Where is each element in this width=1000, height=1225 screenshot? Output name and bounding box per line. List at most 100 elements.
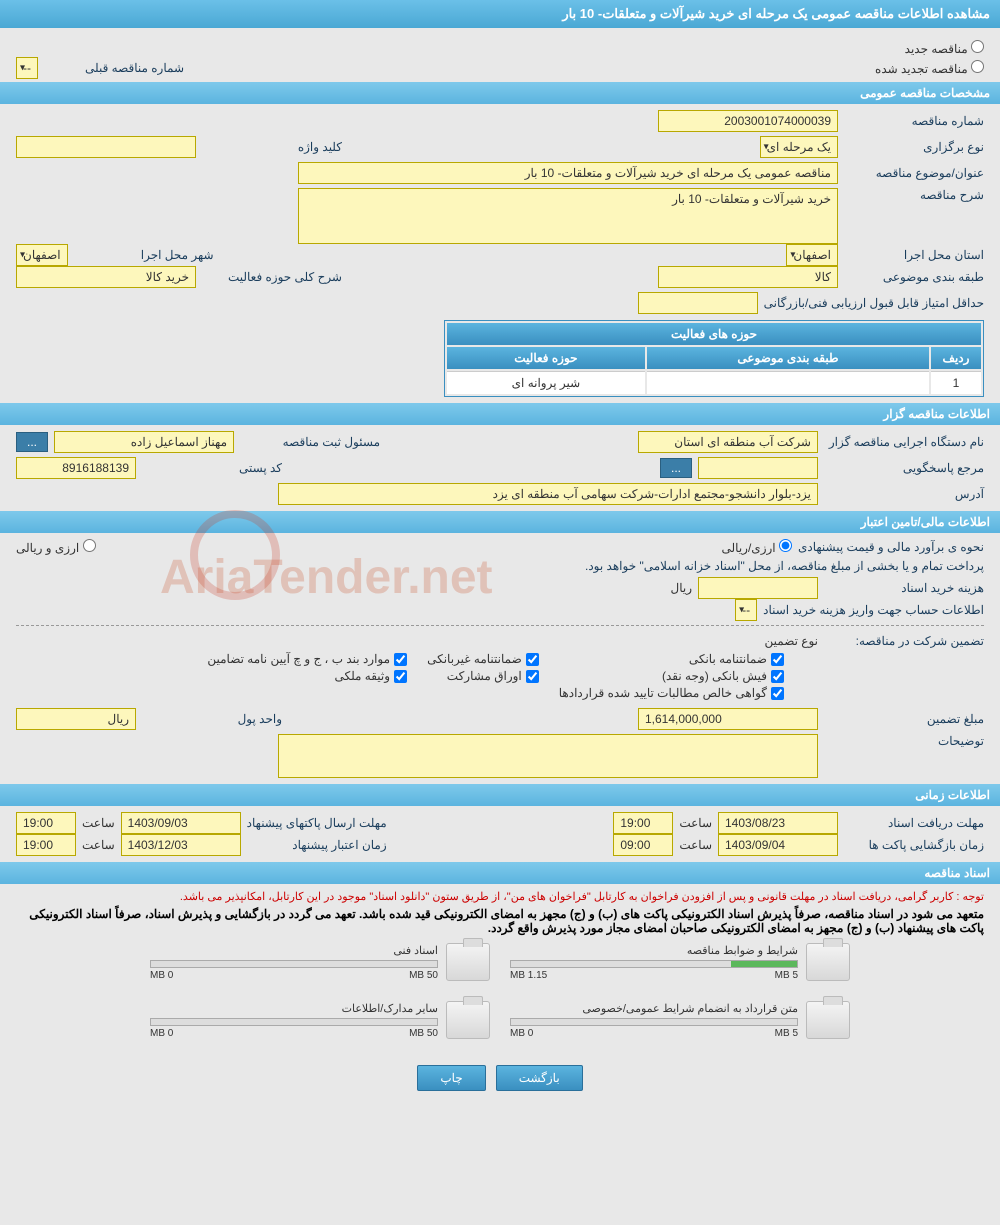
holding-type-label: نوع برگزاری (844, 140, 984, 154)
tender-number-label: شماره مناقصه (844, 114, 984, 128)
file-title: سایر مدارک/اطلاعات (150, 1002, 438, 1015)
time-label: ساعت (679, 816, 712, 830)
chk-label: موارد بند ب ، ج و چ آیین نامه تضامین (207, 652, 390, 666)
registrar-label: مسئول ثبت مناقصه (240, 435, 380, 449)
activity-scope-label: شرح کلی حوزه فعالیت (202, 270, 342, 284)
file-title: شرایط و ضوابط مناقصه (510, 944, 798, 957)
amount-unit-label: واحد پول (142, 712, 282, 726)
cell-category (647, 371, 929, 394)
chk-cash[interactable]: فیش بانکی (وجه نقد) (559, 669, 784, 683)
org-field: شرکت آب منطقه ای استان (638, 431, 818, 453)
radio-new-tender[interactable]: مناقصه جدید (905, 42, 984, 56)
radio-currency-1[interactable]: ارزی/ریالی (722, 539, 792, 555)
open-date-field: 1403/09/04 (718, 834, 838, 856)
submit-label: مهلت ارسال پاکتهای پیشنهاد (247, 816, 387, 830)
subject-label: عنوان/موضوع مناقصه (844, 166, 984, 180)
folder-icon (446, 1001, 490, 1039)
chk-contracts[interactable]: گواهی خالص مطالبات تایید شده قراردادها (559, 686, 784, 700)
activity-table: حوزه های فعالیت ردیف طبقه بندی موضوعی حو… (444, 320, 984, 397)
file-used: 0 MB (510, 1028, 533, 1039)
file-item[interactable]: اسناد فنی 50 MB0 MB (150, 943, 490, 981)
page-title: مشاهده اطلاعات مناقصه عمومی یک مرحله ای … (0, 0, 1000, 28)
col-row: ردیف (931, 347, 981, 369)
category-field[interactable]: کالا (658, 266, 838, 288)
file-max: 5 MB (775, 970, 798, 981)
file-used: 0 MB (150, 1028, 173, 1039)
address-field: یزد-بلوار دانشجو-مجتمع ادارات-شرکت سهامی… (278, 483, 818, 505)
responder-lookup-button[interactable]: ... (660, 458, 692, 478)
chk-nonbank-guarantee[interactable]: ضمانتنامه غیربانکی (427, 652, 539, 666)
notes-field[interactable] (278, 734, 818, 778)
file-item[interactable]: متن قرارداد به انضمام شرایط عمومی/خصوصی … (510, 1001, 850, 1039)
radio-new-label: مناقصه جدید (905, 42, 968, 56)
address-label: آدرس (824, 487, 984, 501)
notes-label: توضیحات (824, 734, 984, 748)
file-item[interactable]: سایر مدارک/اطلاعات 50 MB0 MB (150, 1001, 490, 1039)
guarantee-type-label: نوع تضمین (765, 634, 818, 648)
chk-label: وثیقه ملکی (334, 669, 390, 683)
file-max: 50 MB (409, 970, 438, 981)
city-select[interactable]: اصفهان (16, 244, 68, 266)
validity-label: زمان اعتبار پیشنهاد (247, 838, 387, 852)
doc-fee-field[interactable] (698, 577, 818, 599)
responder-field[interactable] (698, 457, 818, 479)
tender-number-field: 2003001074000039 (658, 110, 838, 132)
amount-unit-field: ریال (16, 708, 136, 730)
cell-scope: شیر پروانه ای (447, 371, 645, 394)
amount-label: مبلغ تضمین (824, 712, 984, 726)
time-label: ساعت (82, 838, 115, 852)
radio-currency-2[interactable]: ارزی و ریالی (16, 539, 96, 555)
guarantee-label: تضمین شرکت در مناقصه: (824, 634, 984, 648)
chk-regulation-items[interactable]: موارد بند ب ، ج و چ آیین نامه تضامین (207, 652, 407, 666)
col-category: طبقه بندی موضوعی (647, 347, 929, 369)
validity-time-field: 19:00 (16, 834, 76, 856)
section-docs-header: اسناد مناقصه (0, 862, 1000, 884)
chk-property[interactable]: وثیقه ملکی (207, 669, 407, 683)
time-label: ساعت (679, 838, 712, 852)
registrar-field: مهناز اسماعیل زاده (54, 431, 234, 453)
file-progress (510, 960, 798, 968)
chk-label: گواهی خالص مطالبات تایید شده قراردادها (559, 686, 767, 700)
subject-field[interactable]: مناقصه عمومی یک مرحله ای خرید شیرآلات و … (298, 162, 838, 184)
treasury-note: پرداخت تمام و یا بخشی از مبلغ مناقصه، از… (585, 559, 984, 573)
col-scope: حوزه فعالیت (447, 347, 645, 369)
back-button[interactable]: بازگشت (496, 1065, 583, 1091)
chk-bank-guarantee[interactable]: ضمانتنامه بانکی (559, 652, 784, 666)
radio-renewed-tender[interactable]: مناقصه تجدید شده (875, 60, 984, 76)
folder-icon (446, 943, 490, 981)
account-select[interactable]: -- (735, 599, 757, 621)
keyword-label: کلید واژه (202, 140, 342, 154)
province-select[interactable]: اصفهان (786, 244, 838, 266)
min-score-field[interactable] (638, 292, 758, 314)
folder-icon (806, 943, 850, 981)
chk-label: فیش بانکی (وجه نقد) (662, 669, 767, 683)
file-max: 5 MB (775, 1028, 798, 1039)
province-label: استان محل اجرا (844, 248, 984, 262)
print-button[interactable]: چاپ (417, 1065, 485, 1091)
keyword-field[interactable] (16, 136, 196, 158)
section-org-header: اطلاعات مناقصه گزار (0, 403, 1000, 425)
desc-field[interactable]: خرید شیرآلات و متعلقات- 10 بار (298, 188, 838, 244)
holding-type-select[interactable]: یک مرحله ای (760, 136, 838, 158)
min-score-label: حداقل امتیاز قابل قبول ارزیابی فنی/بازرگ… (764, 296, 984, 310)
validity-date-field: 1403/12/03 (121, 834, 241, 856)
file-title: متن قرارداد به انضمام شرایط عمومی/خصوصی (510, 1002, 798, 1015)
receive-date-field: 1403/08/23 (718, 812, 838, 834)
prev-number-select[interactable]: -- (16, 57, 38, 79)
estimate-opt1: ارزی/ریالی (722, 541, 776, 555)
open-label: زمان بازگشایی پاکت ها (844, 838, 984, 852)
activity-scope-field[interactable]: خرید کالا (16, 266, 196, 288)
org-label: نام دستگاه اجرایی مناقصه گزار (824, 435, 984, 449)
file-item[interactable]: شرایط و ضوابط مناقصه 5 MB 1.15 MB (510, 943, 850, 981)
amount-field: 1,614,000,000 (638, 708, 818, 730)
account-label: اطلاعات حساب جهت واریز هزینه خرید اسناد (763, 603, 984, 617)
receive-time-field: 19:00 (613, 812, 673, 834)
registrar-lookup-button[interactable]: ... (16, 432, 48, 452)
postal-field: 8916188139 (16, 457, 136, 479)
doc-fee-label: هزینه خرید اسناد (824, 581, 984, 595)
file-progress (150, 960, 438, 968)
chk-label: اوراق مشارکت (447, 669, 522, 683)
chk-bonds[interactable]: اوراق مشارکت (427, 669, 539, 683)
time-label: ساعت (82, 816, 115, 830)
file-used: 1.15 MB (510, 970, 547, 981)
